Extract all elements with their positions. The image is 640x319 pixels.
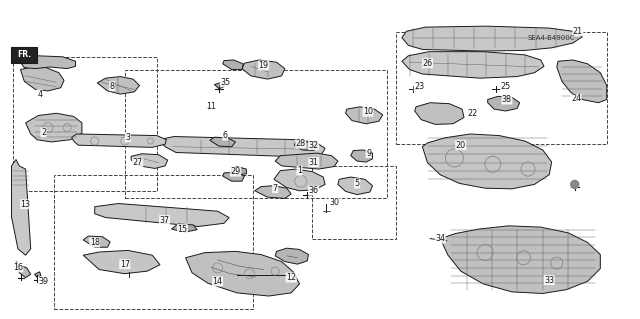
Polygon shape bbox=[275, 248, 308, 264]
Text: 19: 19 bbox=[259, 61, 269, 70]
FancyBboxPatch shape bbox=[12, 47, 37, 63]
Polygon shape bbox=[274, 169, 325, 191]
Text: 34: 34 bbox=[435, 234, 445, 243]
Polygon shape bbox=[172, 224, 197, 232]
Text: SEA4-B4900C: SEA4-B4900C bbox=[528, 35, 575, 41]
Text: 18: 18 bbox=[90, 238, 100, 247]
Bar bbox=[54, 175, 253, 309]
Text: 23: 23 bbox=[414, 82, 424, 91]
Text: 25: 25 bbox=[500, 82, 511, 91]
Text: 32: 32 bbox=[308, 141, 319, 150]
Polygon shape bbox=[95, 204, 229, 226]
Text: 15: 15 bbox=[177, 225, 188, 234]
Text: 27: 27 bbox=[132, 158, 143, 167]
Text: 2: 2 bbox=[41, 128, 46, 137]
Text: 5: 5 bbox=[355, 179, 360, 188]
Bar bbox=[13, 57, 157, 191]
Polygon shape bbox=[223, 60, 243, 70]
Polygon shape bbox=[422, 134, 552, 189]
Text: 21: 21 bbox=[573, 27, 583, 36]
Text: 3: 3 bbox=[125, 133, 131, 142]
Polygon shape bbox=[83, 250, 160, 274]
Bar bbox=[312, 166, 396, 239]
Polygon shape bbox=[440, 226, 600, 293]
Circle shape bbox=[571, 180, 579, 189]
Text: 24: 24 bbox=[571, 94, 581, 103]
Text: FR.: FR. bbox=[17, 50, 31, 59]
Polygon shape bbox=[402, 26, 582, 51]
Polygon shape bbox=[159, 137, 325, 157]
Text: 17: 17 bbox=[120, 260, 130, 269]
Bar bbox=[125, 70, 387, 198]
Text: 16: 16 bbox=[13, 263, 23, 272]
Text: 13: 13 bbox=[20, 200, 31, 209]
Text: 14: 14 bbox=[212, 277, 223, 286]
Polygon shape bbox=[26, 113, 82, 142]
Text: 1: 1 bbox=[297, 166, 302, 175]
Text: 8: 8 bbox=[109, 82, 115, 91]
Polygon shape bbox=[488, 96, 520, 111]
Text: 26: 26 bbox=[422, 59, 433, 68]
Text: 7: 7 bbox=[273, 184, 278, 193]
Polygon shape bbox=[402, 52, 544, 78]
Polygon shape bbox=[242, 60, 285, 79]
Polygon shape bbox=[35, 272, 41, 278]
Polygon shape bbox=[415, 103, 464, 124]
Text: 29: 29 bbox=[230, 167, 241, 176]
Text: 33: 33 bbox=[544, 276, 554, 285]
Polygon shape bbox=[214, 82, 224, 89]
Text: 10: 10 bbox=[363, 107, 373, 116]
Polygon shape bbox=[72, 134, 166, 147]
Text: 37: 37 bbox=[159, 216, 170, 225]
Polygon shape bbox=[131, 154, 168, 168]
Text: 39: 39 bbox=[38, 277, 49, 286]
Polygon shape bbox=[83, 236, 110, 247]
Polygon shape bbox=[210, 137, 236, 147]
Text: 31: 31 bbox=[308, 158, 319, 167]
Polygon shape bbox=[230, 167, 246, 175]
Polygon shape bbox=[255, 186, 291, 198]
Polygon shape bbox=[12, 160, 31, 255]
Bar bbox=[396, 32, 607, 144]
Text: 38: 38 bbox=[502, 95, 512, 104]
Polygon shape bbox=[186, 251, 300, 296]
Polygon shape bbox=[97, 77, 140, 94]
Text: 12: 12 bbox=[286, 273, 296, 282]
Polygon shape bbox=[346, 107, 383, 124]
Polygon shape bbox=[20, 67, 64, 91]
Polygon shape bbox=[338, 177, 372, 195]
Text: 22: 22 bbox=[467, 109, 477, 118]
Polygon shape bbox=[223, 172, 244, 181]
Polygon shape bbox=[275, 153, 338, 169]
Text: 4: 4 bbox=[37, 90, 42, 99]
Polygon shape bbox=[18, 56, 76, 69]
Text: 35: 35 bbox=[220, 78, 230, 87]
Polygon shape bbox=[16, 262, 31, 278]
Text: 30: 30 bbox=[329, 198, 339, 207]
Text: 6: 6 bbox=[223, 131, 228, 140]
Text: 9: 9 bbox=[366, 149, 371, 158]
Text: 36: 36 bbox=[308, 186, 319, 195]
Polygon shape bbox=[351, 150, 372, 162]
Polygon shape bbox=[557, 60, 607, 103]
Text: 20: 20 bbox=[456, 141, 466, 150]
Text: 11: 11 bbox=[206, 102, 216, 111]
Polygon shape bbox=[294, 142, 317, 151]
Text: 28: 28 bbox=[296, 139, 306, 148]
